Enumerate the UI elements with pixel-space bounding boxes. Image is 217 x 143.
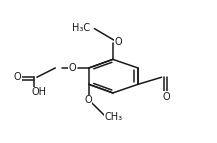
Text: O: O bbox=[162, 92, 170, 102]
Text: H₃C: H₃C bbox=[72, 23, 90, 33]
Text: O: O bbox=[69, 63, 77, 73]
Text: CH₃: CH₃ bbox=[105, 112, 123, 122]
Text: O: O bbox=[114, 37, 122, 47]
Text: O: O bbox=[84, 95, 92, 105]
Text: O: O bbox=[13, 72, 21, 82]
Text: OH: OH bbox=[31, 87, 47, 97]
